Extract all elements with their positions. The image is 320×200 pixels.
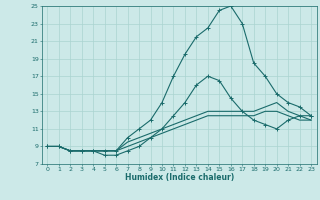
X-axis label: Humidex (Indice chaleur): Humidex (Indice chaleur) bbox=[124, 173, 234, 182]
